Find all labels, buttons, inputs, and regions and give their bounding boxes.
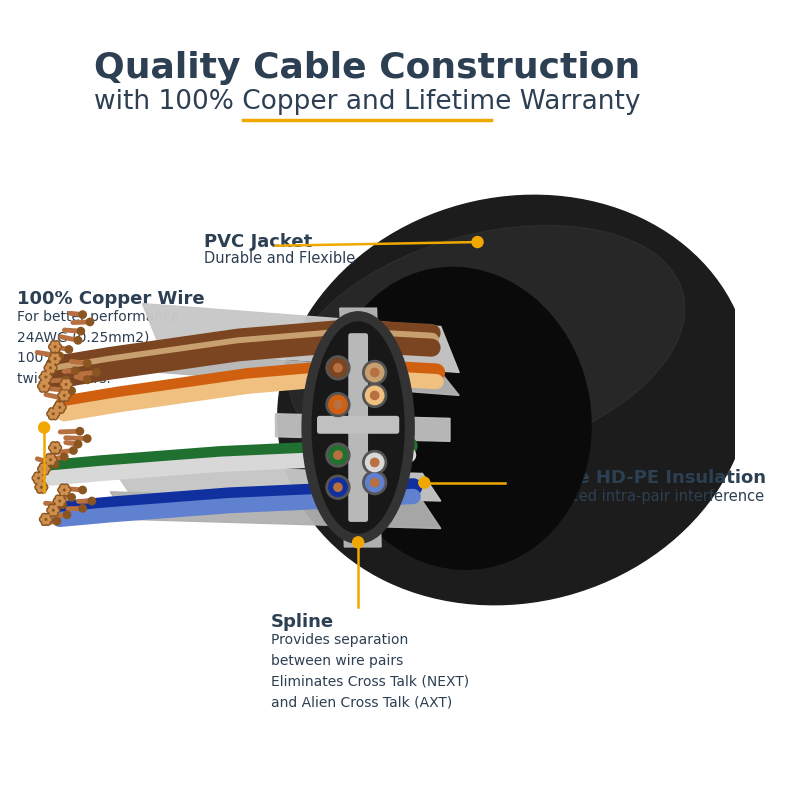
- Circle shape: [35, 484, 41, 490]
- Circle shape: [48, 518, 51, 521]
- Ellipse shape: [327, 267, 591, 570]
- Circle shape: [59, 394, 62, 397]
- Circle shape: [38, 484, 45, 490]
- Circle shape: [49, 356, 54, 362]
- Circle shape: [50, 442, 56, 447]
- FancyBboxPatch shape: [349, 334, 367, 522]
- Circle shape: [370, 458, 379, 466]
- Circle shape: [370, 368, 379, 377]
- Circle shape: [47, 411, 53, 417]
- Circle shape: [58, 501, 66, 508]
- Circle shape: [77, 327, 85, 334]
- Circle shape: [52, 450, 54, 452]
- Circle shape: [79, 486, 86, 494]
- Circle shape: [54, 506, 57, 509]
- Circle shape: [50, 410, 53, 412]
- Text: 100% Copper Wire: 100% Copper Wire: [17, 290, 204, 308]
- Circle shape: [60, 403, 63, 406]
- Circle shape: [52, 348, 54, 351]
- Circle shape: [57, 403, 59, 406]
- Circle shape: [50, 454, 55, 459]
- Circle shape: [46, 374, 52, 380]
- Circle shape: [35, 475, 42, 482]
- Circle shape: [49, 504, 54, 510]
- Ellipse shape: [302, 312, 414, 543]
- Circle shape: [58, 393, 64, 398]
- Circle shape: [54, 411, 60, 417]
- Circle shape: [83, 359, 91, 367]
- Circle shape: [42, 373, 46, 375]
- Circle shape: [50, 358, 53, 360]
- Circle shape: [47, 455, 50, 458]
- Circle shape: [38, 482, 41, 486]
- Circle shape: [57, 358, 60, 360]
- Circle shape: [38, 478, 43, 484]
- Circle shape: [45, 378, 50, 383]
- Circle shape: [334, 483, 342, 491]
- Circle shape: [54, 359, 60, 365]
- Circle shape: [52, 504, 58, 510]
- Circle shape: [46, 373, 49, 375]
- Circle shape: [50, 415, 53, 418]
- Circle shape: [52, 343, 58, 350]
- Circle shape: [43, 486, 46, 489]
- Circle shape: [47, 365, 54, 371]
- Circle shape: [66, 394, 70, 397]
- Circle shape: [45, 383, 50, 389]
- Text: For better performance
24AWG (0.25mm2)
100% copper stranded wire
twisted pairs.: For better performance 24AWG (0.25mm2) 1…: [17, 310, 209, 386]
- Circle shape: [65, 385, 70, 390]
- Text: with 100% Copper and Lifetime Warranty: with 100% Copper and Lifetime Warranty: [94, 89, 641, 114]
- Circle shape: [34, 478, 40, 484]
- Polygon shape: [340, 308, 381, 427]
- Circle shape: [54, 507, 60, 513]
- Circle shape: [418, 477, 430, 488]
- Circle shape: [60, 502, 63, 506]
- Circle shape: [52, 510, 58, 516]
- Circle shape: [39, 467, 42, 470]
- Circle shape: [35, 474, 38, 477]
- Circle shape: [44, 365, 50, 370]
- Circle shape: [51, 455, 54, 458]
- Circle shape: [329, 395, 347, 414]
- Circle shape: [51, 457, 57, 462]
- Circle shape: [52, 443, 54, 446]
- Circle shape: [42, 514, 47, 519]
- Circle shape: [57, 502, 59, 506]
- Circle shape: [48, 412, 51, 415]
- Circle shape: [54, 499, 58, 502]
- Circle shape: [42, 371, 47, 377]
- Circle shape: [54, 406, 58, 409]
- Circle shape: [57, 446, 60, 449]
- Ellipse shape: [312, 322, 404, 533]
- Polygon shape: [110, 464, 441, 501]
- Circle shape: [41, 375, 44, 378]
- Circle shape: [42, 378, 46, 382]
- Circle shape: [43, 386, 49, 392]
- Circle shape: [326, 356, 350, 380]
- Circle shape: [362, 383, 386, 407]
- Circle shape: [38, 383, 43, 389]
- Circle shape: [54, 512, 57, 514]
- Circle shape: [72, 367, 79, 374]
- Circle shape: [79, 505, 86, 512]
- Circle shape: [68, 387, 75, 394]
- Circle shape: [58, 495, 64, 501]
- Circle shape: [39, 385, 42, 388]
- Circle shape: [46, 515, 49, 518]
- Circle shape: [44, 457, 50, 462]
- Circle shape: [50, 506, 53, 509]
- Circle shape: [40, 482, 46, 487]
- Circle shape: [61, 492, 64, 494]
- Circle shape: [43, 463, 49, 469]
- Circle shape: [37, 487, 42, 493]
- Circle shape: [50, 446, 53, 449]
- Circle shape: [57, 497, 59, 499]
- Circle shape: [52, 445, 58, 451]
- Ellipse shape: [303, 313, 414, 542]
- Circle shape: [45, 371, 50, 377]
- Circle shape: [65, 492, 67, 494]
- Circle shape: [49, 445, 54, 450]
- Circle shape: [46, 362, 52, 368]
- Circle shape: [55, 402, 61, 407]
- Circle shape: [370, 478, 379, 486]
